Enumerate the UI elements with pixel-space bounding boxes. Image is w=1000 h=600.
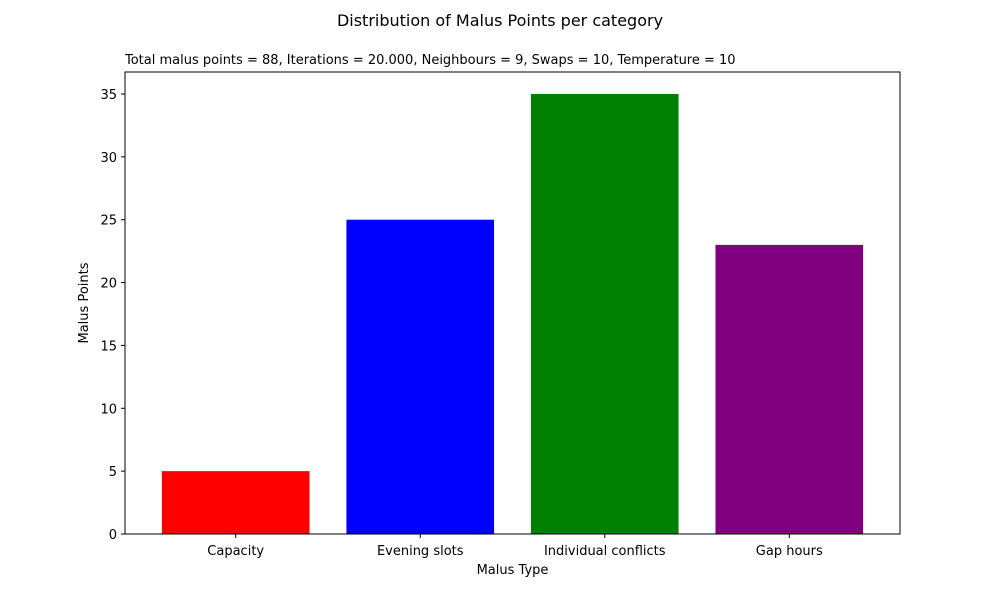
y-tick-label: 0 (109, 528, 117, 543)
y-tick-label: 15 (100, 339, 117, 354)
x-tick-label: Gap hours (756, 544, 823, 559)
y-axis-label: Malus Points (77, 262, 92, 343)
chart-title: Distribution of Malus Points per categor… (337, 11, 663, 30)
chart-subtitle: Total malus points = 88, Iterations = 20… (124, 53, 736, 68)
bar (530, 94, 679, 534)
y-tick-label: 35 (100, 88, 117, 103)
bar (161, 471, 310, 534)
x-tick-label: Individual conflicts (544, 544, 666, 559)
x-axis-label: Malus Type (477, 563, 549, 578)
y-tick-label: 25 (100, 214, 117, 229)
y-tick-label: 30 (100, 151, 117, 166)
plot-frame (124, 71, 901, 535)
y-tick-label: 20 (100, 277, 117, 292)
x-tick-label: Capacity (207, 544, 264, 559)
y-axis-ticks: 0 5 10 15 20 25 30 35 (100, 88, 125, 543)
bar (715, 244, 864, 534)
x-tick-label: Evening slots (377, 544, 464, 559)
bars-group (161, 94, 864, 534)
bar (346, 219, 495, 534)
x-axis-ticks: Capacity Evening slots Individual conflict… (207, 534, 823, 559)
y-tick-label: 10 (100, 402, 117, 417)
y-tick-label: 5 (109, 465, 117, 480)
